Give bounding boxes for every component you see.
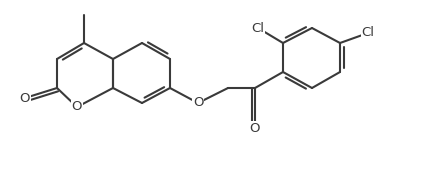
Text: Cl: Cl (252, 21, 265, 35)
Text: O: O (193, 97, 203, 109)
Text: O: O (72, 100, 82, 114)
Text: O: O (20, 91, 30, 105)
Text: O: O (250, 122, 260, 134)
Text: Cl: Cl (362, 27, 375, 39)
